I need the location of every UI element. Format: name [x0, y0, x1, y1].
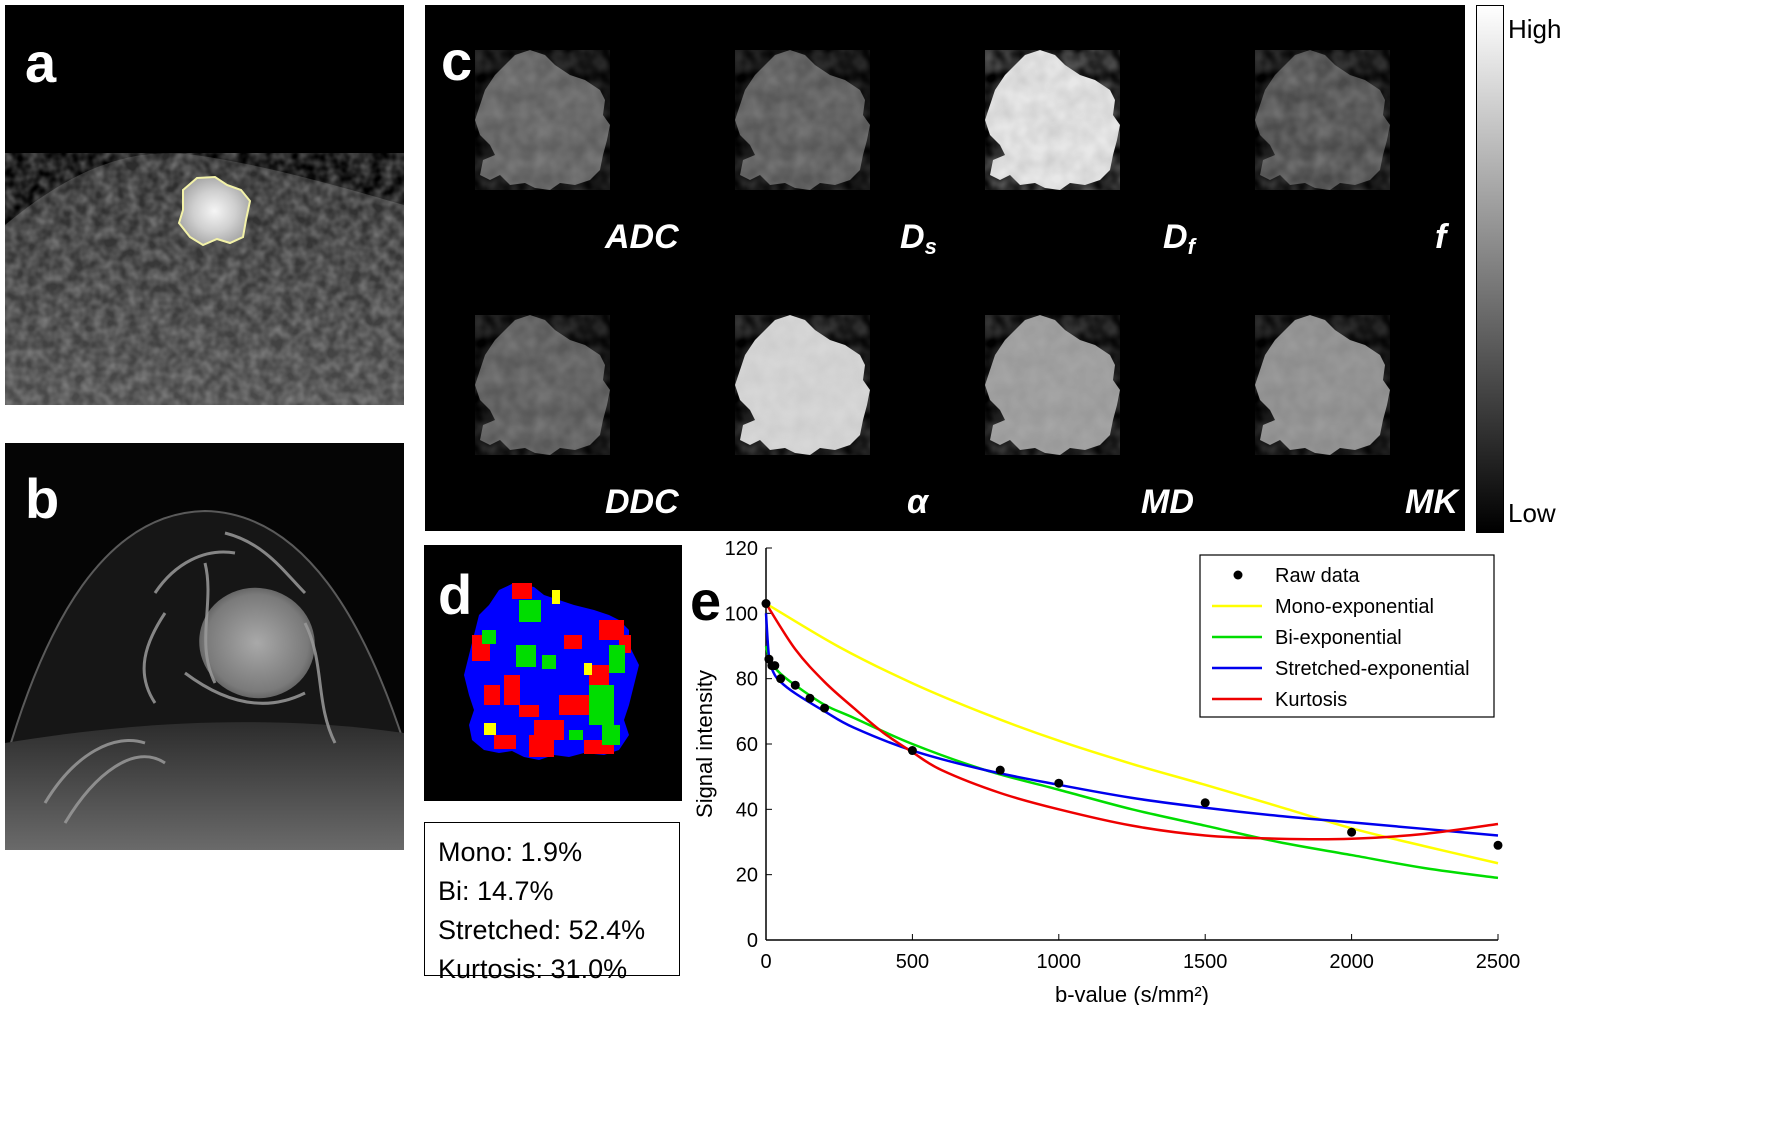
raw-data-point: [820, 703, 830, 713]
series-line-mono-exponential: [765, 602, 1499, 865]
y-tick-label: 60: [736, 734, 758, 756]
raw-data-point: [776, 674, 786, 684]
y-tick-label: 40: [736, 799, 758, 821]
map-label-adc: ADC: [605, 218, 679, 256]
legend-label-raw-data: Raw data: [1275, 565, 1360, 587]
x-tick-label: 2000: [1329, 951, 1374, 973]
x-tick-label: 2500: [1476, 951, 1521, 973]
stat-stretched: Stretched: 52.4%: [438, 915, 646, 945]
map-label-ddc: DDC: [605, 483, 679, 521]
grayscale-colorbar: [1476, 5, 1504, 533]
series-line-kurtosis: [764, 602, 1499, 841]
y-tick-label: 0: [747, 930, 758, 952]
legend-marker-raw-data: [1233, 570, 1243, 580]
map-label-mk: MK: [1405, 483, 1458, 521]
raw-data-point: [907, 746, 917, 756]
panel-c-parametric-maps: c ADC Ds Df f DDC α MD MK: [425, 5, 1465, 531]
breast-dwi-image: [5, 153, 404, 405]
colorbar-high-label: High: [1508, 14, 1562, 44]
lesion-roi-outline: [177, 175, 252, 247]
legend-label-bi-exponential: Bi-exponential: [1275, 627, 1402, 649]
raw-data-point: [770, 661, 780, 671]
stat-kurtosis: Kurtosis: 31.0%: [438, 954, 628, 984]
x-axis-label: b-value (s/mm²): [1055, 982, 1209, 1005]
map-label-df: Df: [1163, 218, 1195, 259]
map-label-md: MD: [1141, 483, 1194, 521]
panel-label-c: c: [441, 29, 473, 92]
map-label-f: f: [1435, 218, 1447, 256]
stat-bi: Bi: 14.7%: [438, 876, 554, 906]
y-tick-label: 20: [736, 865, 758, 887]
panel-a-dwi-image: a: [5, 5, 404, 405]
raw-data-point: [761, 599, 771, 609]
panel-e-signal-decay-chart: 0 20 40 60 80 100 120 0 500 1000 1500 2000 2500 b-val…: [690, 535, 1770, 1007]
model-percentage-box: Mono: 1.9% Bi: 14.7% Stretched: 52.4% Ku…: [424, 822, 680, 984]
raw-data-point: [1493, 840, 1503, 850]
best-fit-model-map: [464, 583, 639, 760]
y-axis-label: Signal intensity: [692, 670, 717, 818]
raw-data-point: [995, 765, 1005, 775]
stat-mono: Mono: 1.9%: [438, 837, 583, 867]
y-tick-label: 100: [725, 603, 758, 625]
panel-label-e: e: [690, 569, 722, 632]
parametric-map-grid: [475, 50, 1390, 455]
raw-data-point: [1054, 778, 1064, 788]
colorbar-low-label: Low: [1508, 498, 1556, 528]
x-tick-label: 500: [896, 951, 929, 973]
legend-label-mono-exponential: Mono-exponential: [1275, 596, 1434, 618]
legend-label-stretched-exponential: Stretched-exponential: [1275, 658, 1470, 680]
x-tick-label: 1500: [1183, 951, 1228, 973]
panel-label-a: a: [25, 31, 57, 94]
legend-label-kurtosis: Kurtosis: [1275, 689, 1347, 711]
panel-b-mip-image: b: [5, 443, 404, 850]
map-label-alpha: α: [907, 483, 929, 521]
map-label-ds: Ds: [900, 218, 937, 259]
raw-data-point: [805, 693, 815, 703]
y-tick-label: 80: [736, 669, 758, 691]
raw-data-point: [1347, 827, 1357, 837]
raw-data-point: [1200, 798, 1210, 808]
panel-label-d: d: [438, 563, 473, 626]
panel-d-model-map: d: [424, 545, 682, 801]
raw-data-point: [790, 680, 800, 690]
signal-decay-chart-svg: 0 20 40 60 80 100 120 0 500 1000 1500 2000 2500 b-val…: [692, 538, 1521, 1007]
x-tick-label: 1000: [1037, 951, 1082, 973]
panel-label-b: b: [25, 467, 60, 530]
y-tick-label: 120: [725, 538, 758, 560]
breast-mip-image: [5, 509, 404, 850]
x-tick-label: 0: [760, 951, 771, 973]
